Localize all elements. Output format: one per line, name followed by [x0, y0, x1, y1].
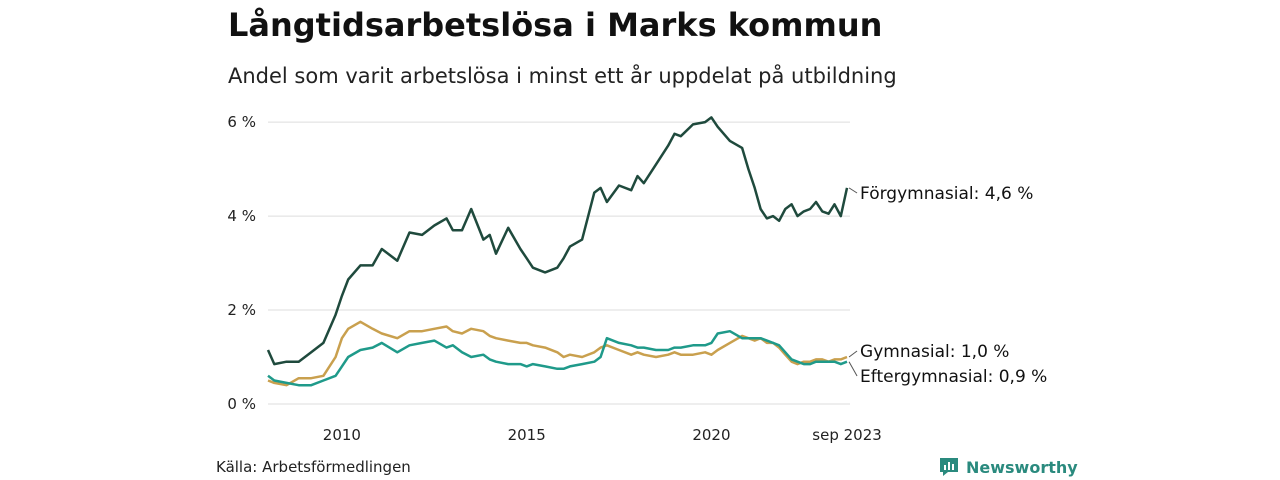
- series-lines: [266, 116, 849, 387]
- y-tick-label: 2 %: [227, 301, 256, 319]
- label-leader-forgymnasial: [848, 187, 858, 194]
- label-leader-gymnasial: [848, 350, 858, 358]
- x-axis-ticks: 2010 2015 2020 sep 2023: [323, 426, 882, 444]
- series-label-gymnasial: Gymnasial: 1,0 %: [860, 342, 1009, 362]
- series-line-forgymnasial: [266, 116, 849, 366]
- y-tick-label: 6 %: [227, 113, 256, 131]
- y-tick-label: 4 %: [227, 207, 256, 225]
- x-tick-label: sep 2023: [812, 426, 882, 444]
- chart-title: Långtidsarbetslösa i Marks kommun: [228, 6, 883, 44]
- newsworthy-logo-icon: [940, 458, 958, 476]
- x-tick-label: 2010: [323, 426, 361, 444]
- label-leader-eftergymnasial: [848, 361, 858, 377]
- y-axis-ticks: 0 % 2 % 4 % 6 %: [227, 113, 256, 413]
- series-label-eftergymnasial: Eftergymnasial: 0,9 %: [860, 367, 1047, 387]
- source-note: Källa: Arbetsförmedlingen: [216, 458, 411, 476]
- x-tick-label: 2020: [692, 426, 730, 444]
- series-line-eftergymnasial: [267, 329, 848, 387]
- y-tick-label: 0 %: [227, 395, 256, 413]
- brand-logo: Newsworthy: [938, 456, 1078, 478]
- brand-name: Newsworthy: [966, 457, 1078, 477]
- gridlines: [268, 121, 850, 405]
- x-tick-label: 2015: [508, 426, 546, 444]
- series-labels: Förgymnasial: 4,6 % Gymnasial: 1,0 % Efter…: [848, 184, 1047, 387]
- series-line-gymnasial: [267, 320, 848, 387]
- series-label-forgymnasial: Förgymnasial: 4,6 %: [860, 184, 1033, 204]
- chart-subtitle: Andel som varit arbetslösa i minst ett å…: [228, 64, 897, 88]
